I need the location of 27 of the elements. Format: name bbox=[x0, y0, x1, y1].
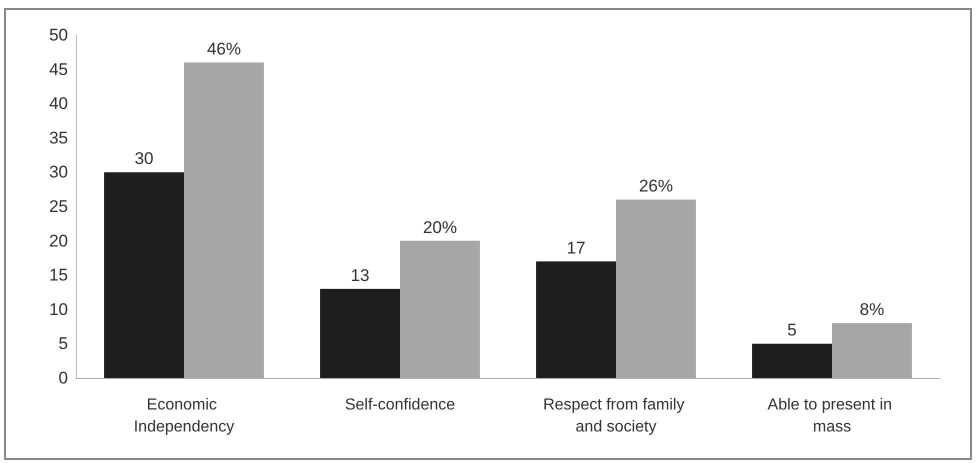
y-tick-label: 5 bbox=[58, 334, 68, 354]
data-label: 8% bbox=[860, 300, 884, 320]
data-label: 30 bbox=[134, 149, 154, 168]
data-label: 13 bbox=[350, 266, 370, 285]
y-tick-label: 20 bbox=[49, 231, 68, 250]
data-label: 20% bbox=[422, 218, 457, 237]
data-label: 46% bbox=[206, 39, 241, 58]
bar bbox=[104, 172, 184, 378]
data-label: 26% bbox=[638, 176, 673, 196]
y-tick-label: 35 bbox=[49, 128, 68, 148]
data-label: 5 bbox=[787, 320, 797, 340]
y-tick-label: 30 bbox=[49, 162, 68, 182]
y-tick-label: 0 bbox=[58, 368, 68, 388]
y-tick-label: 10 bbox=[49, 300, 68, 319]
y-tick-label: 45 bbox=[49, 60, 68, 79]
x-tick-label: Self-confidence bbox=[344, 396, 456, 414]
bar bbox=[752, 344, 832, 378]
y-tick-label: 50 bbox=[49, 26, 68, 44]
bar bbox=[320, 288, 400, 378]
x-tick-label: Economic Independency bbox=[134, 396, 234, 436]
y-tick-label: 40 bbox=[49, 94, 68, 114]
y-tick-label: 25 bbox=[49, 197, 68, 216]
data-label: 17 bbox=[566, 238, 586, 258]
bar bbox=[536, 261, 616, 378]
x-tick-label: Respect from family and society bbox=[543, 396, 689, 436]
x-tick-label: Able to present in mass bbox=[768, 396, 896, 436]
y-tick-label: 15 bbox=[49, 266, 68, 285]
